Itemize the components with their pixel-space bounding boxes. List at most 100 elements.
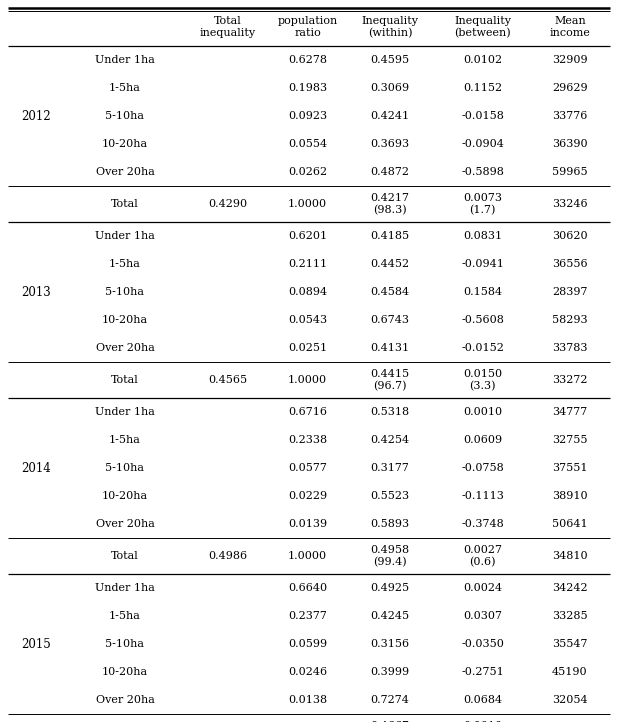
Text: 32054: 32054 <box>552 695 588 705</box>
Text: 10-20ha: 10-20ha <box>102 315 148 325</box>
Text: Over 20ha: Over 20ha <box>96 519 154 529</box>
Text: 0.3156: 0.3156 <box>370 639 410 649</box>
Text: 2012: 2012 <box>22 110 51 123</box>
Text: 0.5318: 0.5318 <box>370 407 410 417</box>
Text: 37551: 37551 <box>552 463 588 473</box>
Text: 0.2338: 0.2338 <box>288 435 327 445</box>
Text: 29629: 29629 <box>552 83 588 93</box>
Text: 0.4217
(98.3): 0.4217 (98.3) <box>371 193 410 215</box>
Text: 1-5ha: 1-5ha <box>109 259 141 269</box>
Text: 0.4254: 0.4254 <box>370 435 410 445</box>
Text: 0.0139: 0.0139 <box>288 519 327 529</box>
Text: 35547: 35547 <box>552 639 588 649</box>
Text: 45190: 45190 <box>552 667 588 677</box>
Text: 0.4290: 0.4290 <box>208 199 247 209</box>
Text: Under 1ha: Under 1ha <box>95 583 155 593</box>
Text: 0.0543: 0.0543 <box>288 315 327 325</box>
Text: 0.6278: 0.6278 <box>288 55 327 65</box>
Text: 0.5893: 0.5893 <box>370 519 410 529</box>
Text: 0.2377: 0.2377 <box>288 611 327 621</box>
Text: Over 20ha: Over 20ha <box>96 167 154 177</box>
Text: 0.6640: 0.6640 <box>288 583 327 593</box>
Text: 0.4245: 0.4245 <box>370 611 410 621</box>
Text: 0.6716: 0.6716 <box>288 407 327 417</box>
Text: 0.0138: 0.0138 <box>288 695 327 705</box>
Text: 5-10ha: 5-10ha <box>106 111 145 121</box>
Text: Mean
income: Mean income <box>549 16 590 38</box>
Text: Under 1ha: Under 1ha <box>95 55 155 65</box>
Text: 34242: 34242 <box>552 583 588 593</box>
Text: 0.1584: 0.1584 <box>463 287 502 297</box>
Text: 0.0010: 0.0010 <box>463 407 502 417</box>
Text: 0.0684: 0.0684 <box>463 695 502 705</box>
Text: 38910: 38910 <box>552 491 588 501</box>
Text: -0.0941: -0.0941 <box>461 259 504 269</box>
Text: 0.3999: 0.3999 <box>370 667 410 677</box>
Text: -0.1113: -0.1113 <box>461 491 504 501</box>
Text: 5-10ha: 5-10ha <box>106 463 145 473</box>
Text: 34810: 34810 <box>552 551 588 561</box>
Text: 0.0246: 0.0246 <box>288 667 327 677</box>
Text: 0.1983: 0.1983 <box>288 83 327 93</box>
Text: 58293: 58293 <box>552 315 588 325</box>
Text: 0.4925: 0.4925 <box>370 583 410 593</box>
Text: -0.3748: -0.3748 <box>461 519 504 529</box>
Text: 32755: 32755 <box>552 435 588 445</box>
Text: 2013: 2013 <box>22 285 51 298</box>
Text: 28397: 28397 <box>552 287 588 297</box>
Text: 33783: 33783 <box>552 343 588 353</box>
Text: 0.4872: 0.4872 <box>371 167 410 177</box>
Text: 0.6743: 0.6743 <box>371 315 410 325</box>
Text: -0.0158: -0.0158 <box>461 111 504 121</box>
Text: 0.0894: 0.0894 <box>288 287 327 297</box>
Text: 0.4241: 0.4241 <box>370 111 410 121</box>
Text: 0.4595: 0.4595 <box>370 55 410 65</box>
Text: 0.3693: 0.3693 <box>370 139 410 149</box>
Text: 0.3069: 0.3069 <box>370 83 410 93</box>
Text: 0.4131: 0.4131 <box>370 343 410 353</box>
Text: 0.0027
(0.6): 0.0027 (0.6) <box>463 545 502 567</box>
Text: 0.4986: 0.4986 <box>208 551 247 561</box>
Text: 0.4667
(99.8): 0.4667 (99.8) <box>371 721 410 722</box>
Text: 1.0000: 1.0000 <box>288 551 327 561</box>
Text: 36390: 36390 <box>552 139 588 149</box>
Text: 2015: 2015 <box>22 638 51 651</box>
Text: 0.0024: 0.0024 <box>463 583 502 593</box>
Text: 10-20ha: 10-20ha <box>102 667 148 677</box>
Text: 0.0102: 0.0102 <box>463 55 502 65</box>
Text: -0.5898: -0.5898 <box>461 167 504 177</box>
Text: 10-20ha: 10-20ha <box>102 491 148 501</box>
Text: 0.4958
(99.4): 0.4958 (99.4) <box>370 545 410 567</box>
Text: 59965: 59965 <box>552 167 588 177</box>
Text: 33272: 33272 <box>552 375 588 385</box>
Text: 0.0923: 0.0923 <box>288 111 327 121</box>
Text: -0.0350: -0.0350 <box>461 639 504 649</box>
Text: 1.0000: 1.0000 <box>288 375 327 385</box>
Text: 0.0251: 0.0251 <box>288 343 327 353</box>
Text: 33246: 33246 <box>552 199 588 209</box>
Text: Inequality
(between): Inequality (between) <box>454 16 511 38</box>
Text: 0.0150
(3.3): 0.0150 (3.3) <box>463 369 502 391</box>
Text: 0.1152: 0.1152 <box>463 83 502 93</box>
Text: 5-10ha: 5-10ha <box>106 639 145 649</box>
Text: 0.0229: 0.0229 <box>288 491 327 501</box>
Text: Under 1ha: Under 1ha <box>95 407 155 417</box>
Text: Total: Total <box>111 199 139 209</box>
Text: 34777: 34777 <box>552 407 588 417</box>
Text: 0.0307: 0.0307 <box>463 611 502 621</box>
Text: 1-5ha: 1-5ha <box>109 83 141 93</box>
Text: 0.7274: 0.7274 <box>371 695 410 705</box>
Text: 0.0577: 0.0577 <box>288 463 327 473</box>
Text: -0.0904: -0.0904 <box>461 139 504 149</box>
Text: 0.4185: 0.4185 <box>370 231 410 241</box>
Text: Under 1ha: Under 1ha <box>95 231 155 241</box>
Text: 0.3177: 0.3177 <box>371 463 410 473</box>
Text: 0.0073
(1.7): 0.0073 (1.7) <box>463 193 502 215</box>
Text: 0.4415
(96.7): 0.4415 (96.7) <box>370 369 410 391</box>
Text: 0.4452: 0.4452 <box>370 259 410 269</box>
Text: -0.5608: -0.5608 <box>461 315 504 325</box>
Text: 0.2111: 0.2111 <box>288 259 327 269</box>
Text: 5-10ha: 5-10ha <box>106 287 145 297</box>
Text: 0.0010
(0.2): 0.0010 (0.2) <box>463 721 502 722</box>
Text: 10-20ha: 10-20ha <box>102 139 148 149</box>
